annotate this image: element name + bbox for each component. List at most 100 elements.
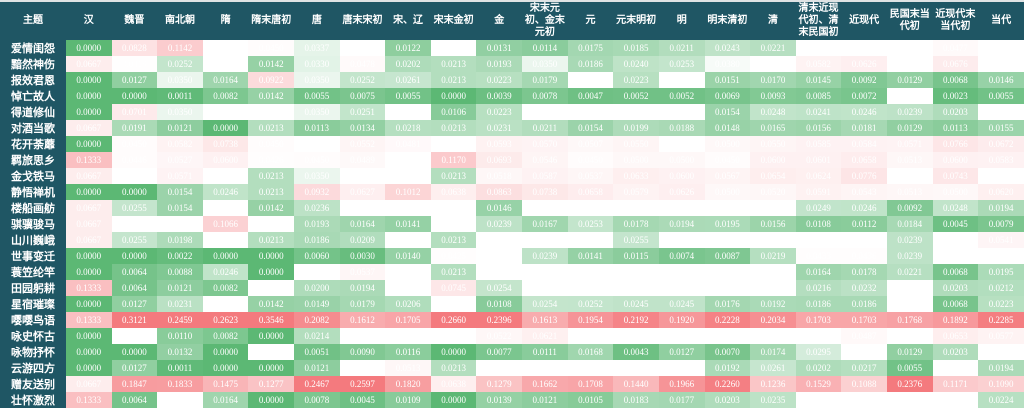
heatmap-cell: 0.0626 [841, 56, 887, 72]
heatmap-cell: 0.0667 [66, 168, 112, 184]
heatmap-cell: 0.0400 [886, 392, 933, 408]
heatmap-cell: 0.0127 [111, 72, 158, 88]
heatmap-cell: 0.0400 [522, 280, 568, 296]
heatmap-cell: 0.0175 [567, 40, 614, 56]
heatmap-cell: 0.0400 [202, 168, 249, 184]
heatmap-cell: 0.0170 [750, 72, 796, 88]
heatmap-cell: 0.0570 [522, 136, 568, 152]
heatmap-cell: 0.0400 [248, 104, 295, 120]
heatmap-cell: 0.0164 [795, 264, 842, 280]
heatmap-cell: 0.0400 [932, 360, 979, 376]
heatmap-cell: 0.0154 [567, 120, 614, 136]
heatmap-cell: 0.0419 [111, 56, 158, 72]
heatmap-cell: 0.0023 [932, 88, 979, 104]
heatmap-cell: 0.0105 [567, 392, 614, 408]
heatmap-cell: 0.0082 [202, 88, 249, 104]
heatmap-cell: 0.0252 [567, 296, 614, 312]
heatmap-cell: 0.0450 [567, 152, 614, 168]
heatmap-cell: 0.0000 [248, 392, 295, 408]
heatmap-cell: 0.0179 [522, 72, 568, 88]
heatmap-cell: 0.0518 [476, 168, 523, 184]
header-period: 元末明初 [613, 2, 659, 40]
heatmap-cell: 0.0248 [750, 104, 796, 120]
heatmap-cell: 0.0400 [339, 360, 386, 376]
heatmap-cell: 0.2260 [704, 376, 751, 392]
heatmap-cell: 0.3121 [111, 312, 158, 328]
heatmap-cell: 0.0400 [613, 104, 659, 120]
heatmap-cell: 0.0922 [248, 72, 295, 88]
heatmap-cell: 0.0131 [476, 40, 523, 56]
heatmap-cell: 0.0213 [430, 264, 477, 280]
heatmap-cell: 0.0400 [841, 392, 887, 408]
heatmap-cell: 0.0243 [704, 40, 751, 56]
heatmap-cell: 0.0068 [932, 264, 979, 280]
heatmap-cell: 0.0000 [66, 248, 112, 264]
heatmap-cell: 0.0129 [886, 120, 933, 136]
heatmap-cell: 0.0579 [613, 184, 659, 200]
heatmap-cell: 0.0000 [248, 248, 295, 264]
heatmap-cell: 0.0064 [111, 264, 158, 280]
heatmap-cell: 0.0436 [841, 248, 887, 264]
heatmap-cell: 0.0223 [476, 104, 523, 120]
heatmap-cell: 0.0400 [202, 104, 249, 120]
heatmap-cell: 0.0446 [111, 152, 158, 168]
heatmap-cell: 0.0400 [157, 392, 203, 408]
heatmap-cell: 0.0224 [978, 392, 1024, 408]
heatmap-cell: 0.0400 [613, 328, 659, 344]
heatmap-cell: 0.0188 [658, 120, 705, 136]
heatmap-cell: 0.0164 [202, 392, 249, 408]
row-topic: 悼亡故人 [0, 88, 66, 104]
heatmap-cell: 0.1920 [658, 312, 705, 328]
heatmap-cell: 0.0400 [339, 328, 386, 344]
heatmap-cell: 0.0743 [932, 168, 979, 184]
heatmap-cell: 0.0400 [613, 360, 659, 376]
heatmap-cell: 0.1954 [567, 312, 614, 328]
heatmap-cell: 0.0246 [841, 104, 887, 120]
header-period: 当代 [978, 2, 1024, 40]
heatmap-cell: 0.0667 [66, 376, 112, 392]
heatmap-cell: 0.0213 [248, 184, 295, 200]
heatmap-cell: 0.0400 [339, 168, 386, 184]
heatmap-cell: 0.0251 [339, 104, 386, 120]
heatmap-cell: 0.0500 [613, 152, 659, 168]
heatmap-cell: 0.0350 [157, 104, 203, 120]
heatmap-cell: 0.0633 [613, 168, 659, 184]
heatmap-cell: 0.0400 [750, 56, 796, 72]
heatmap-cell: 0.0400 [339, 200, 386, 216]
heatmap-cell: 0.0567 [704, 168, 751, 184]
row-topic: 得道修仙 [0, 104, 66, 120]
heatmap-cell: 0.0766 [932, 136, 979, 152]
heatmap-cell: 0.0000 [111, 184, 158, 200]
heatmap-cell: 0.0186 [294, 232, 340, 248]
header-period: 南北朝 [157, 2, 203, 40]
table-body: 爱情闺怨 0.0000 0.0828 0.1142 0.0400 0.0450 0.0337… [0, 40, 1024, 408]
heatmap-cell: 0.0064 [111, 280, 158, 296]
heatmap-cell: 0.0186 [567, 56, 614, 72]
heatmap-cell: 0.0400 [658, 232, 705, 248]
heatmap-cell: 0.0400 [795, 392, 842, 408]
heatmap-cell: 0.2285 [978, 312, 1024, 328]
heatmap-cell: 0.0400 [795, 328, 842, 344]
heatmap-cell: 0.0400 [385, 328, 431, 344]
heatmap-cell: 0.0141 [567, 248, 614, 264]
heatmap-cell: 0.0000 [66, 264, 112, 280]
heatmap-cell: 0.0000 [111, 88, 158, 104]
heatmap-cell: 0.0055 [385, 88, 431, 104]
heatmap-cell: 0.0249 [795, 200, 842, 216]
heatmap-cell: 0.0261 [385, 72, 431, 88]
heatmap-cell: 0.0151 [704, 72, 751, 88]
heatmap-cell: 0.0218 [385, 120, 431, 136]
heatmap-cell: 0.0186 [795, 296, 842, 312]
table-row: 田园躬耕 0.1333 0.0064 0.0121 0.0082 0.0400 0.0200… [0, 280, 1024, 296]
heatmap-cell: 0.1440 [613, 376, 659, 392]
heatmap-cell: 0.0667 [66, 200, 112, 216]
heatmap-cell: 0.0600 [202, 152, 249, 168]
heatmap-cell: 0.0400 [567, 360, 614, 376]
heatmap-cell: 0.0400 [613, 280, 659, 296]
heatmap-cell: 0.1066 [202, 216, 249, 232]
heatmap-cell: 0.0400 [202, 232, 249, 248]
heatmap-cell: 0.0400 [385, 264, 431, 280]
heatmap-cell: 0.0000 [66, 88, 112, 104]
heatmap-cell: 0.0400 [248, 216, 295, 232]
table-row: 世事变迁 0.0000 0.0000 0.0022 0.0000 0.0000 0.0060… [0, 248, 1024, 264]
